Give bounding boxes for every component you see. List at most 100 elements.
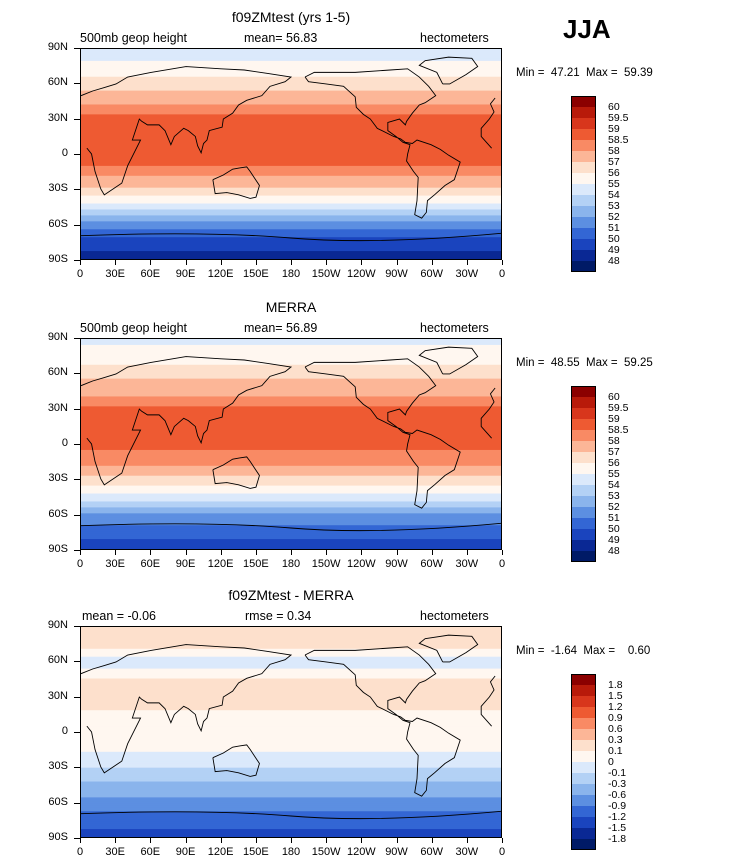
colorbar-swatch xyxy=(571,718,596,729)
colorbar-level-label: 58.5 xyxy=(608,424,629,436)
contour-band xyxy=(81,412,501,415)
field-label: 500mb geop height xyxy=(80,321,188,335)
y-tick-label: 0 xyxy=(61,437,68,449)
contour-band xyxy=(81,225,501,228)
contour-band xyxy=(81,60,501,64)
contour-band xyxy=(81,704,501,707)
contour-band xyxy=(81,630,501,634)
contour-band xyxy=(81,773,501,777)
contour-band xyxy=(81,104,501,108)
contour-band xyxy=(81,761,501,765)
colorbar-swatch xyxy=(571,96,596,107)
y-tick-label: 30N xyxy=(47,111,68,124)
contour-band xyxy=(81,118,501,121)
contour-band xyxy=(81,438,501,441)
colorbar-swatch xyxy=(571,239,596,250)
map-plot xyxy=(80,626,502,838)
contour-band xyxy=(81,817,501,820)
colorbar xyxy=(571,96,598,272)
contour-band xyxy=(81,628,501,632)
colorbar-swatch xyxy=(571,806,596,817)
contour-band xyxy=(81,187,501,191)
contour-band xyxy=(81,211,501,215)
contour-band xyxy=(81,457,501,461)
x-tick-label: 60W xyxy=(420,268,443,280)
contour-band xyxy=(81,400,501,403)
contour-band xyxy=(81,743,501,747)
colorbar xyxy=(571,674,598,850)
colorbar-level-label: -1.8 xyxy=(608,833,627,845)
x-tick-label: 30W xyxy=(455,846,479,858)
colorbar-level-label: 1.2 xyxy=(608,701,623,713)
contour-band xyxy=(81,207,501,211)
coastline xyxy=(81,66,496,196)
contour-band xyxy=(81,362,501,366)
map-svg xyxy=(81,339,501,549)
contour-band xyxy=(81,525,501,528)
colorbar-swatch xyxy=(571,162,596,173)
contour-band xyxy=(81,676,501,680)
colorbar-swatch xyxy=(571,463,596,474)
contour-band xyxy=(81,340,501,344)
contour-band xyxy=(81,223,501,226)
contour-band xyxy=(81,195,501,199)
antarctic-coastline xyxy=(81,810,501,820)
colorbar-level-label: 0.6 xyxy=(608,723,623,735)
contour-band xyxy=(81,827,501,830)
contour-band xyxy=(81,124,501,127)
x-tick-label: 180 xyxy=(281,268,301,280)
contour-band xyxy=(81,191,501,195)
contour-band xyxy=(81,521,501,524)
contour-band xyxy=(81,737,501,741)
contour-band xyxy=(81,531,501,534)
contour-band xyxy=(81,442,501,445)
contour-band xyxy=(81,728,501,731)
y-tick-label: 60S xyxy=(48,217,68,230)
contour-band xyxy=(81,801,501,804)
contour-band xyxy=(81,722,501,725)
contour-band xyxy=(81,96,501,100)
min-max-text: Min = 47.21 Max = 59.39 xyxy=(516,67,653,79)
x-tick-label: 0 xyxy=(498,846,506,858)
contour-band xyxy=(81,215,501,218)
colorbar-level-label: -0.1 xyxy=(608,767,627,779)
contour-band xyxy=(81,193,501,197)
map-svg xyxy=(81,49,501,259)
x-tick-label: 0 xyxy=(76,846,84,858)
chart-title: MERRA xyxy=(265,299,317,315)
x-tick-label: 90W xyxy=(385,846,408,858)
contour-band xyxy=(81,155,501,159)
contour-band xyxy=(81,789,501,793)
colorbar-swatch xyxy=(571,784,596,795)
y-tick-mark xyxy=(74,732,80,733)
x-tick-label: 90W xyxy=(385,558,408,570)
contour-band xyxy=(81,201,501,205)
contour-band xyxy=(81,150,501,153)
x-tick-label: 60E xyxy=(140,268,161,280)
contour-band xyxy=(81,749,501,753)
colorbar-level-label: -1.5 xyxy=(608,822,627,834)
colorbar-level-label: 53 xyxy=(608,200,620,212)
colorbar-swatch xyxy=(571,173,596,184)
contour-band xyxy=(81,416,501,419)
y-tick-label: 60S xyxy=(48,795,68,808)
x-tick-label: 150W xyxy=(311,846,341,858)
y-tick-mark xyxy=(74,338,80,339)
contour-band xyxy=(81,177,501,181)
colorbar-swatch xyxy=(571,551,596,562)
contour-band xyxy=(81,809,501,812)
colorbar-swatch xyxy=(571,206,596,217)
x-tick-label: 60W xyxy=(420,558,443,570)
x-tick-mark xyxy=(361,838,363,843)
colorbar-swatch xyxy=(571,441,596,452)
contour-band xyxy=(81,157,501,161)
x-tick-mark xyxy=(326,260,328,265)
x-tick-mark xyxy=(115,550,117,555)
contour-band xyxy=(81,491,501,495)
contour-band xyxy=(81,233,501,236)
x-tick-mark xyxy=(255,550,257,555)
contour-band xyxy=(81,821,501,824)
contour-band xyxy=(81,54,501,58)
contour-band xyxy=(81,100,501,104)
contour-band xyxy=(81,781,501,785)
